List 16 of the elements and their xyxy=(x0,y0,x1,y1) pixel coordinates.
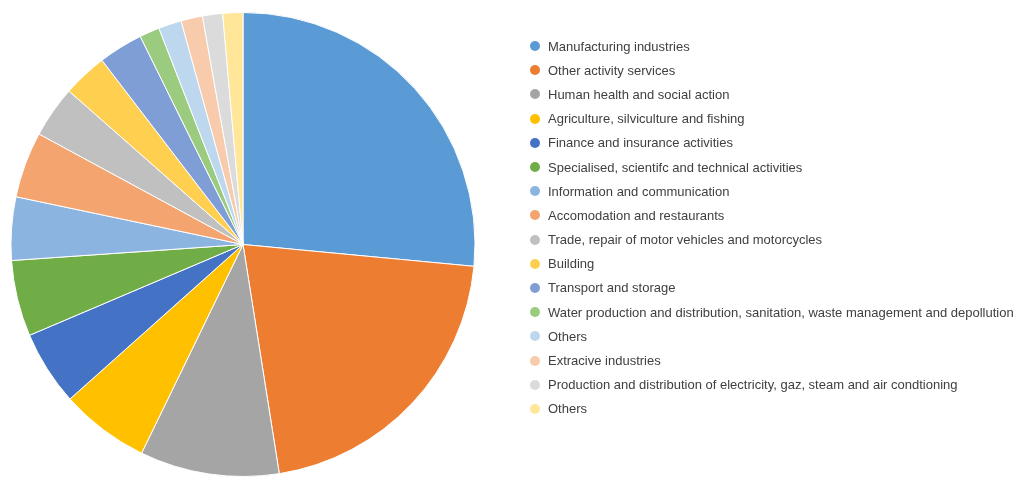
legend-label: Water production and distribution, sanitation, waste management and depollution xyxy=(548,304,1014,320)
legend-label: Finance and insurance activities xyxy=(548,135,733,151)
legend-label: Accomodation and restaurants xyxy=(548,207,725,223)
legend-label: Specialised, scientifc and technical activities xyxy=(548,159,803,175)
legend-label: Agriculture, silviculture and fishing xyxy=(548,111,745,127)
legend-label: Transport and storage xyxy=(548,280,676,296)
legend-label: Human health and social action xyxy=(548,86,730,102)
legend-label: Information and communication xyxy=(548,183,730,199)
legend-label: Manufacturing industries xyxy=(548,38,690,54)
legend-label: Others xyxy=(548,328,588,344)
legend-label: Other activity services xyxy=(548,62,676,78)
legend-label: Extracive industries xyxy=(548,353,661,369)
legend-label: Others xyxy=(548,401,588,417)
legend-label: Production and distribution of electricity, gaz, steam and air condtioning xyxy=(548,377,958,393)
legend-label: Trade, repair of motor vehicles and motorcycles xyxy=(548,232,823,248)
legend-label: Building xyxy=(548,256,595,272)
